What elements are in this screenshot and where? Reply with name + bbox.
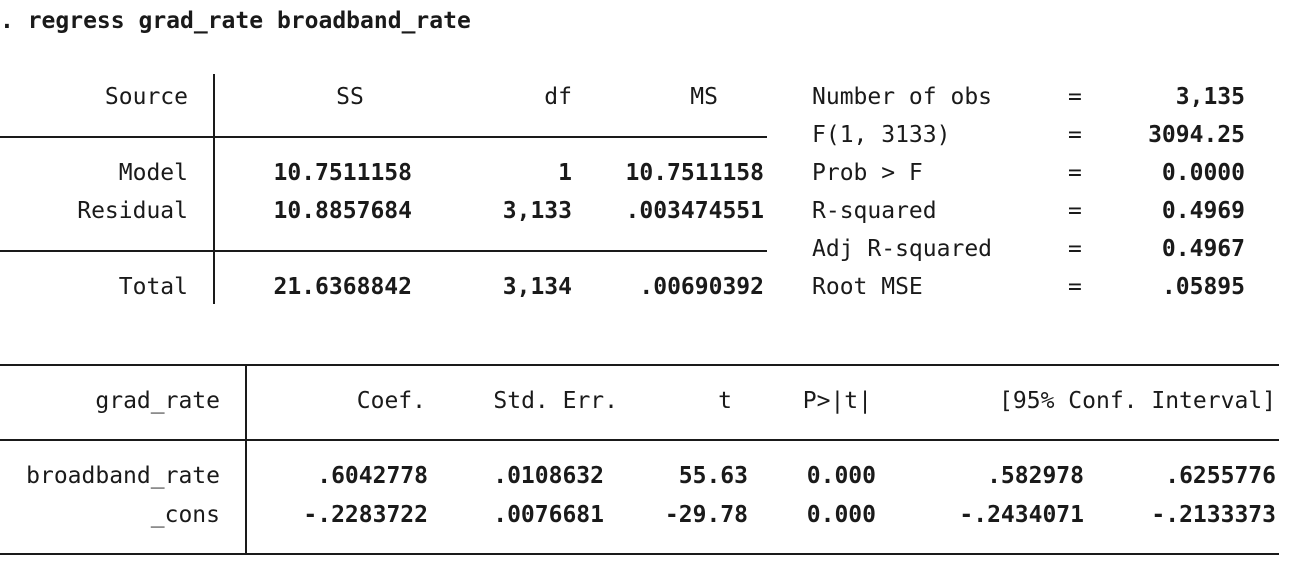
stat-label: Prob > F (812, 160, 923, 186)
stat-label: Adj R-squared (812, 236, 993, 262)
coef-se-value: .0076681 (493, 502, 604, 528)
coef-vertical-divider (245, 364, 247, 555)
coef-ci-high: .6255776 (1165, 463, 1276, 489)
anova-ms-value: 10.7511158 (625, 160, 764, 186)
anova-df-value: 3,134 (502, 274, 572, 300)
coef-header-divider (0, 439, 1279, 441)
anova-ss-value: 10.8857684 (273, 198, 412, 224)
coef-ci-low: -.2434071 (959, 502, 1084, 528)
stat-equals: = (1068, 274, 1082, 300)
coef-header-ci: [95% Conf. Interval] (999, 388, 1276, 414)
stat-equals: = (1068, 84, 1082, 110)
anova-source-label: Model (118, 160, 188, 186)
coef-t-value: -29.78 (664, 502, 748, 528)
anova-header-source: Source (104, 84, 188, 110)
stat-value: 0.4967 (1161, 236, 1245, 262)
stat-label: Number of obs (812, 84, 993, 110)
coef-header-se: Std. Err. (493, 388, 618, 414)
coef-p-value: 0.000 (806, 463, 876, 489)
anova-header-divider (0, 136, 767, 138)
anova-vertical-divider (213, 74, 215, 304)
coef-bottom-rule (0, 553, 1279, 555)
command-line: . regress grad_rate broadband_rate (0, 8, 471, 34)
coef-ci-high: -.2133373 (1151, 502, 1276, 528)
coef-header-p: P>|t| (802, 388, 872, 414)
coef-ci-low: .582978 (987, 463, 1084, 489)
coef-var-name: broadband_rate (26, 463, 220, 489)
coef-t-value: 55.63 (678, 463, 748, 489)
coef-value: .6042778 (317, 463, 428, 489)
coef-header-coef: Coef. (356, 388, 426, 414)
stat-equals: = (1068, 236, 1082, 262)
stat-label: F(1, 3133) (812, 122, 951, 148)
anova-ms-value: .003474551 (625, 198, 764, 224)
anova-header-ms: MS (690, 84, 718, 110)
anova-source-label: Residual (77, 198, 188, 224)
coef-header-depvar: grad_rate (95, 388, 220, 414)
stat-value: 3094.25 (1148, 122, 1245, 148)
anova-df-value: 3,133 (502, 198, 572, 224)
anova-ss-value: 10.7511158 (273, 160, 412, 186)
stat-label: Root MSE (812, 274, 923, 300)
stat-equals: = (1068, 122, 1082, 148)
stat-value: 0.4969 (1161, 198, 1245, 224)
coef-value: -.2283722 (303, 502, 428, 528)
anova-df-value: 1 (558, 160, 572, 186)
stat-value: 3,135 (1175, 84, 1245, 110)
coef-p-value: 0.000 (806, 502, 876, 528)
stat-equals: = (1068, 198, 1082, 224)
stat-value: .05895 (1161, 274, 1245, 300)
coef-se-value: .0108632 (493, 463, 604, 489)
anova-ms-value: .00690392 (639, 274, 764, 300)
stat-label: R-squared (812, 198, 937, 224)
anova-source-label: Total (118, 274, 188, 300)
coef-var-name: _cons (150, 502, 220, 528)
anova-header-ss: SS (336, 84, 364, 110)
anova-total-divider (0, 250, 767, 252)
anova-header-df: df (544, 84, 572, 110)
coef-top-rule (0, 364, 1279, 366)
stat-value: 0.0000 (1161, 160, 1245, 186)
stat-equals: = (1068, 160, 1082, 186)
coef-header-t: t (718, 388, 732, 414)
anova-ss-value: 21.6368842 (273, 274, 412, 300)
